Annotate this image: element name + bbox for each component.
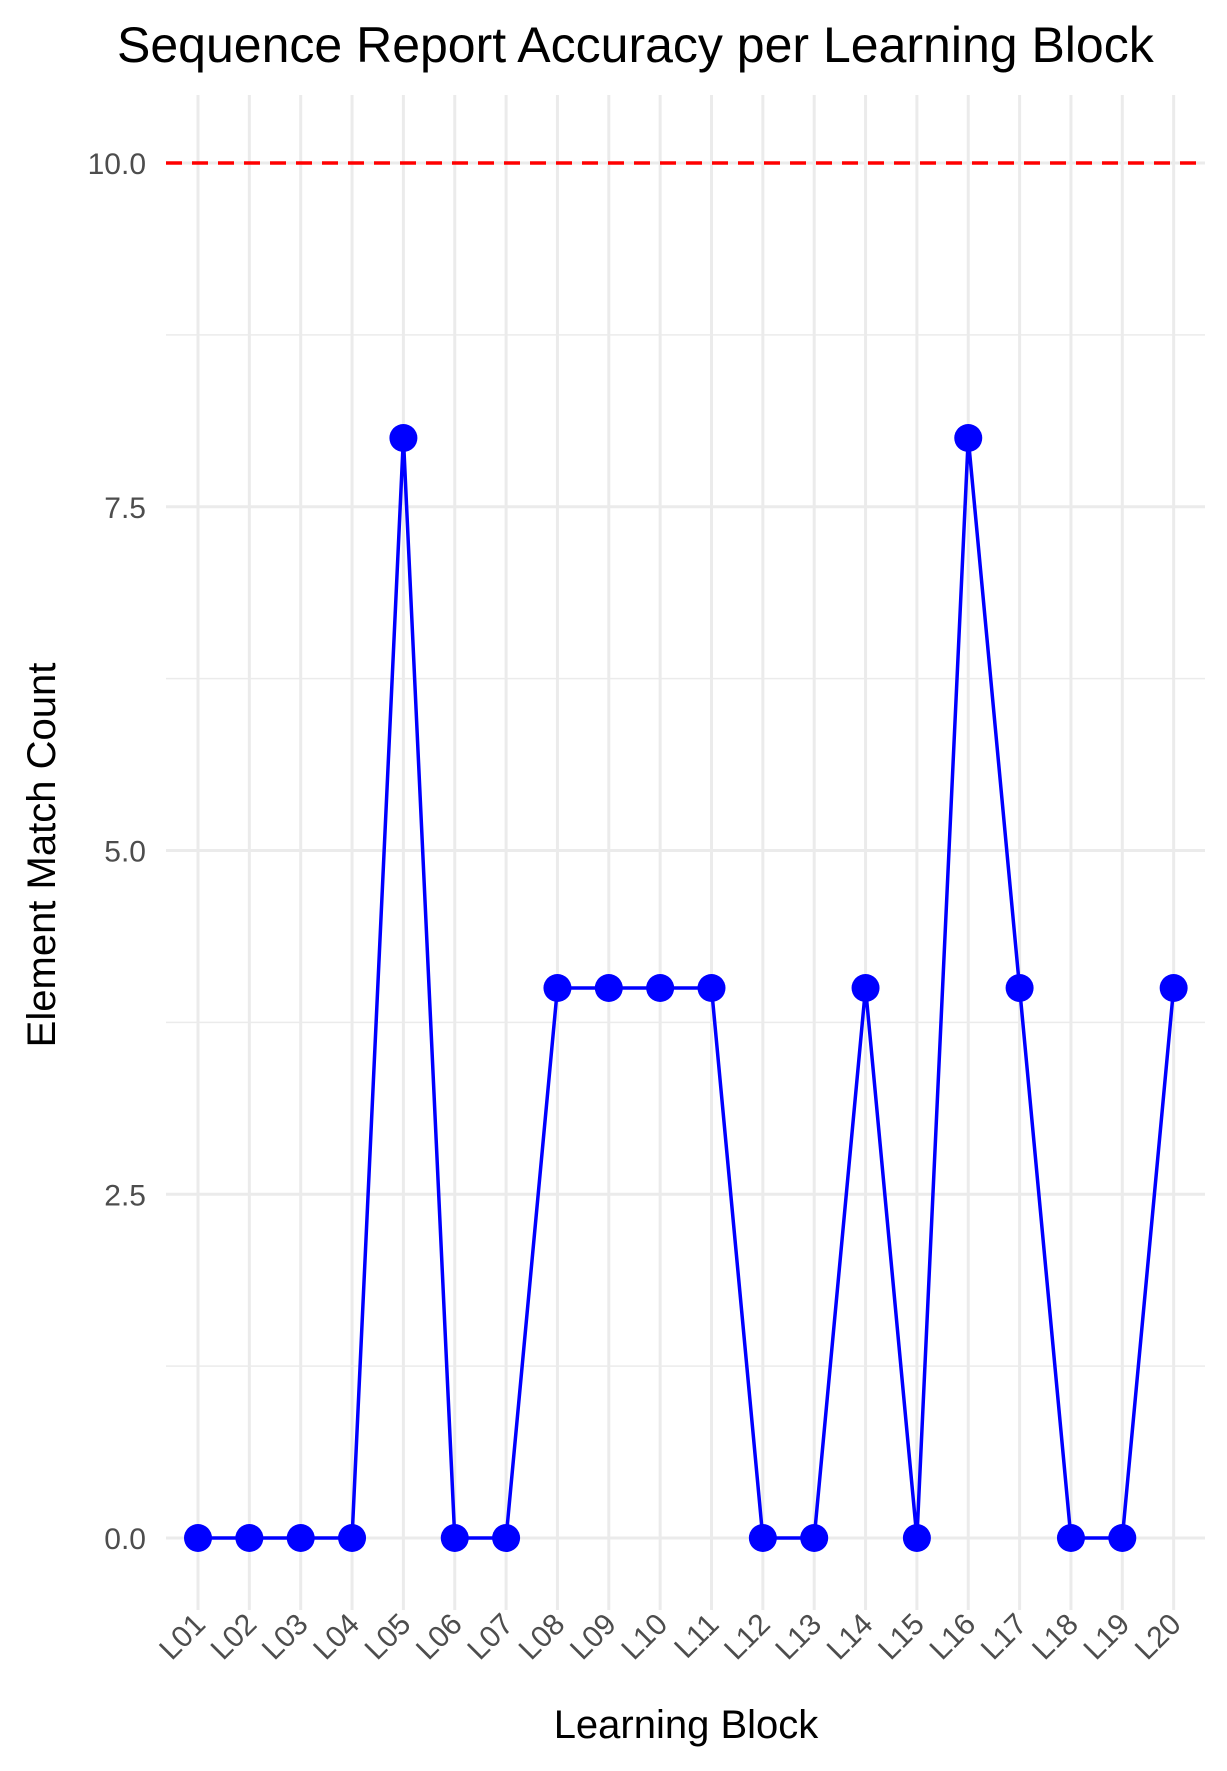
data-point-l05 (389, 424, 418, 452)
y-tick-label: 0.0 (104, 1523, 146, 1556)
data-point-l12 (748, 1524, 777, 1552)
series-line (198, 436, 1176, 1540)
data-point-l03 (286, 1524, 315, 1552)
x-tick-label: L13 (769, 1608, 828, 1667)
x-tick-label: L06 (410, 1608, 469, 1667)
chart-title: Sequence Report Accuracy per Learning Bl… (117, 17, 1155, 73)
data-point-l10 (646, 974, 675, 1002)
x-tick-label: L18 (1026, 1608, 1085, 1667)
x-tick-label: L17 (975, 1608, 1034, 1667)
data-point-l11 (697, 974, 726, 1002)
x-tick-label: L12 (718, 1608, 777, 1667)
x-tick-label: L11 (668, 1608, 725, 1665)
x-axis-tick-labels: L01L02L03L04L05L06L07L08L09L10L11L12L13L… (153, 1608, 1187, 1667)
data-point-l14 (851, 974, 880, 1002)
x-tick-label: L01 (153, 1608, 212, 1667)
grid (166, 95, 1205, 1610)
data-point-l17 (1005, 974, 1034, 1002)
y-tick-label: 10.0 (88, 148, 146, 181)
data-point-l06 (440, 1524, 469, 1552)
data-point-l15 (902, 1524, 931, 1552)
data-point-l09 (594, 974, 623, 1002)
data-point-l20 (1159, 974, 1188, 1002)
data-point-l08 (543, 974, 572, 1002)
data-point-l01 (184, 1524, 212, 1552)
data-point-l13 (800, 1524, 829, 1552)
x-tick-label: L15 (872, 1608, 931, 1667)
x-tick-label: L03 (256, 1608, 315, 1667)
data-point-l07 (492, 1524, 521, 1552)
data-point-l04 (338, 1524, 367, 1552)
series-layer (184, 424, 1188, 1552)
x-tick-label: L20 (1129, 1608, 1188, 1667)
x-tick-label: L14 (821, 1608, 880, 1667)
x-tick-label: L10 (615, 1608, 674, 1667)
x-tick-label: L05 (359, 1608, 418, 1667)
data-point-l19 (1108, 1524, 1137, 1552)
x-tick-label: L09 (564, 1608, 623, 1667)
x-tick-label: L16 (923, 1608, 982, 1667)
x-tick-label: L19 (1078, 1608, 1137, 1667)
y-tick-label: 7.5 (104, 492, 146, 525)
x-axis-title: Learning Block (554, 1703, 820, 1747)
x-tick-label: L04 (307, 1608, 366, 1667)
data-point-l18 (1056, 1524, 1085, 1552)
x-tick-label: L08 (513, 1608, 572, 1667)
y-tick-label: 5.0 (104, 836, 146, 869)
data-point-l16 (954, 424, 983, 452)
x-tick-label: L07 (461, 1608, 520, 1667)
y-axis-title: Element Match Count (20, 663, 64, 1048)
y-axis-tick-labels: 0.0 2.5 5.0 7.5 10.0 (88, 148, 146, 1556)
x-tick-label: L02 (205, 1608, 264, 1667)
data-point-l02 (235, 1524, 264, 1552)
y-tick-label: 2.5 (104, 1179, 146, 1212)
